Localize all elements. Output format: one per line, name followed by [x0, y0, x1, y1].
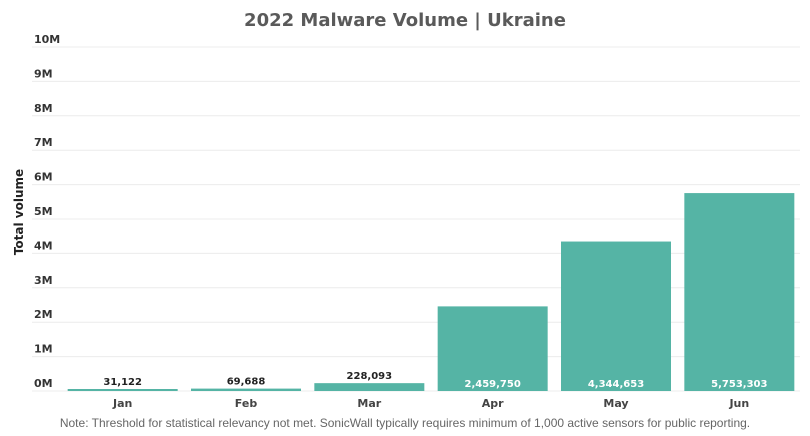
- x-tick-label: Feb: [235, 397, 258, 410]
- y-tick-label: 2M: [34, 308, 53, 321]
- x-tick-label: Jan: [112, 397, 132, 410]
- bar-feb: [191, 388, 301, 391]
- x-tick-label: May: [603, 397, 628, 410]
- x-tick-label: Jun: [728, 397, 749, 410]
- y-tick-label: 6M: [34, 171, 53, 184]
- y-tick-label: 1M: [34, 343, 53, 356]
- y-tick-label: 3M: [34, 274, 53, 287]
- y-tick-label: 8M: [34, 102, 53, 115]
- x-tick-label: Apr: [482, 397, 504, 410]
- data-label: 69,688: [227, 377, 266, 388]
- y-tick-label: 10M: [34, 33, 60, 46]
- chart-title: 2022 Malware Volume | Ukraine: [244, 10, 566, 31]
- bar-jun: [684, 193, 795, 391]
- y-tick-label: 5M: [34, 205, 53, 218]
- data-label: 31,122: [103, 377, 142, 388]
- data-label: 228,093: [347, 371, 393, 382]
- bar-jan: [67, 389, 178, 391]
- x-tick-label: Mar: [357, 397, 381, 410]
- y-tick-label: 7M: [34, 136, 53, 149]
- y-tick-label: 9M: [34, 67, 53, 80]
- bar-mar: [314, 383, 425, 391]
- y-tick-label: 4M: [34, 239, 53, 252]
- bar-apr: [437, 306, 548, 391]
- y-tick-label: 0M: [34, 377, 53, 390]
- data-label: 2,459,750: [465, 379, 521, 390]
- data-label: 4,344,653: [588, 379, 644, 390]
- data-label: 5,753,303: [711, 379, 767, 390]
- bar-may: [561, 241, 671, 391]
- footnote: Note: Threshold for statistical relevanc…: [59, 416, 751, 430]
